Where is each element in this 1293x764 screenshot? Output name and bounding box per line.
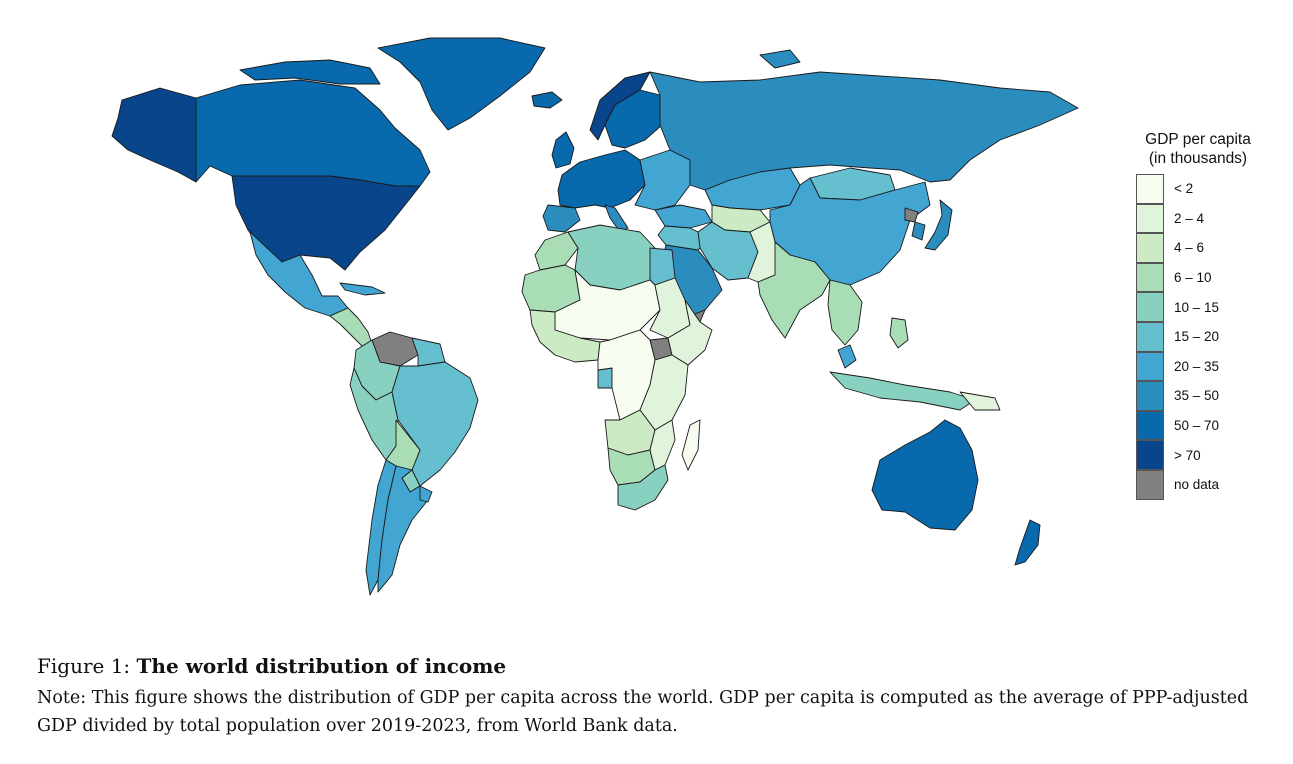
country-united-kingdom xyxy=(551,131,575,169)
country-uruguay xyxy=(419,485,433,503)
caption-prefix: Figure 1: xyxy=(37,654,137,678)
legend-label: 35 – 50 xyxy=(1174,388,1220,404)
legend-item: 6 – 10 xyxy=(1136,262,1278,293)
country-iceland xyxy=(531,91,563,109)
legend-title: GDP per capita (in thousands) xyxy=(1118,130,1278,168)
legend-swatch xyxy=(1136,381,1164,411)
legend-swatch xyxy=(1136,174,1164,204)
world-map-figure: GDP per capita (in thousands) < 2 2 – 4 4 … xyxy=(111,37,1278,596)
legend-item: 2 – 4 xyxy=(1136,203,1278,234)
legend-item: > 70 xyxy=(1136,440,1278,470)
legend-swatch xyxy=(1136,292,1164,322)
country-argentina xyxy=(377,465,429,593)
country-russia-islands xyxy=(759,49,801,69)
legend-label: 20 – 35 xyxy=(1174,358,1220,374)
country-indonesia xyxy=(829,371,976,411)
country-canada xyxy=(195,79,431,187)
country-canada-islands xyxy=(239,59,381,85)
legend-item: 35 – 50 xyxy=(1136,381,1278,411)
legend-swatch xyxy=(1136,469,1164,500)
legend-label: 50 – 70 xyxy=(1174,418,1220,434)
country-japan xyxy=(924,199,953,251)
country-guianas xyxy=(411,337,446,367)
country-central-america xyxy=(329,307,373,347)
legend-label: 4 – 6 xyxy=(1174,240,1205,256)
legend-item: 20 – 35 xyxy=(1136,351,1278,382)
legend-title-line-2: (in thousands) xyxy=(1148,150,1248,167)
legend-label: > 70 xyxy=(1174,447,1201,463)
choropleth-map xyxy=(111,37,1079,596)
country-north-korea xyxy=(904,207,919,223)
legend: GDP per capita (in thousands) < 2 2 – 4 4 … xyxy=(1128,130,1278,500)
country-india xyxy=(757,241,831,339)
caption-note: Note: This figure shows the distribution… xyxy=(37,688,1249,736)
country-gabon xyxy=(597,367,613,389)
country-iraq-syria xyxy=(657,225,701,251)
caption-line: Figure 1: The world distribution of inco… xyxy=(37,652,1267,680)
legend-swatch xyxy=(1136,351,1164,382)
country-papua-new-guinea xyxy=(959,391,1001,411)
legend-items: < 2 2 – 4 4 – 6 6 – 10 10 – 15 15 – 20 20 – 35… xyxy=(1136,174,1278,500)
legend-label: 10 – 15 xyxy=(1174,299,1220,315)
legend-swatch xyxy=(1136,410,1164,441)
country-south-africa xyxy=(617,464,669,511)
country-turkey xyxy=(654,204,713,229)
legend-item: 4 – 6 xyxy=(1136,233,1278,263)
country-malaysia xyxy=(837,344,857,369)
country-south-korea xyxy=(911,221,926,241)
legend-title-line-1: GDP per capita xyxy=(1145,131,1251,148)
legend-swatch xyxy=(1136,262,1164,293)
legend-item: 15 – 20 xyxy=(1136,321,1278,352)
country-australia xyxy=(871,419,979,531)
country-philippines xyxy=(889,317,909,349)
country-cuba xyxy=(339,282,386,296)
legend-swatch xyxy=(1136,440,1164,470)
country-alaska xyxy=(111,87,197,183)
figure-caption: Figure 1: The world distribution of inco… xyxy=(37,652,1267,740)
legend-label: 2 – 4 xyxy=(1174,210,1205,226)
legend-swatch xyxy=(1136,321,1164,352)
legend-label: < 2 xyxy=(1174,181,1194,197)
legend-item: < 2 xyxy=(1136,174,1278,204)
country-spain xyxy=(542,204,581,233)
country-new-zealand xyxy=(1014,519,1041,566)
country-greenland xyxy=(377,37,546,131)
legend-swatch xyxy=(1136,203,1164,234)
legend-swatch xyxy=(1136,233,1164,263)
legend-label: no data xyxy=(1174,477,1220,493)
legend-item: no data xyxy=(1136,469,1278,500)
legend-label: 6 – 10 xyxy=(1174,270,1212,286)
country-madagascar xyxy=(681,419,701,471)
country-western-europe xyxy=(557,149,646,209)
legend-item: 10 – 15 xyxy=(1136,292,1278,322)
caption-title: The world distribution of income xyxy=(136,654,507,678)
legend-label: 15 – 20 xyxy=(1174,329,1220,345)
country-russia xyxy=(649,71,1079,191)
country-southeast-asia xyxy=(827,279,863,346)
legend-item: 50 – 70 xyxy=(1136,410,1278,441)
